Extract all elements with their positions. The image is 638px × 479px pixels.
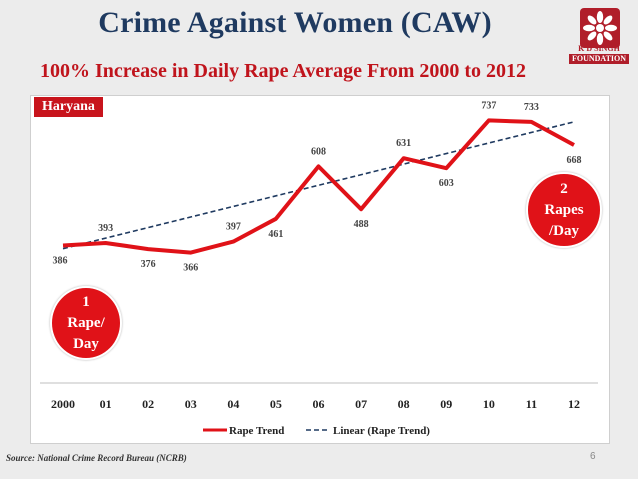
rape-trend-series-line (62, 118, 575, 255)
legend-label-rape-trend: Rape Trend (229, 425, 284, 437)
logo-line2: FOUNDATION (568, 54, 630, 64)
source-note: Source: National Crime Record Bureau (NC… (6, 453, 187, 463)
data-label: 631 (396, 138, 411, 149)
bubble-two-rapes-per-day: 2 Rapes /Day (526, 172, 602, 248)
x-tick-label: 02 (142, 397, 154, 411)
data-label: 397 (226, 222, 241, 233)
data-label: 733 (524, 102, 539, 113)
x-tick-label: 10 (483, 397, 495, 411)
slide-title: Crime Against Women (CAW) (98, 6, 492, 39)
x-tick-label: 2000 (51, 397, 75, 411)
data-label: 376 (141, 259, 156, 270)
slide-subtitle: 100% Increase in Daily Rape Average From… (40, 60, 527, 82)
x-tick-label: 08 (398, 397, 410, 411)
data-label: 386 (53, 255, 68, 266)
data-label: 488 (354, 219, 369, 230)
data-label: 737 (481, 100, 496, 111)
x-tick-label: 06 (313, 397, 325, 411)
logo-line1: K D SINGH (578, 44, 620, 53)
x-tick-label: 05 (270, 397, 282, 411)
legend: Rape Trend Linear (Rape Trend) (203, 425, 430, 437)
data-label: 393 (98, 223, 113, 234)
x-tick-label: 07 (355, 397, 367, 411)
chart-area (30, 95, 610, 444)
x-tick-label: 11 (526, 397, 537, 411)
bubble-one-rape-per-day: 1 Rape/ Day (50, 286, 122, 360)
legend-label-linear: Linear (Rape Trend) (333, 425, 430, 437)
data-label: 668 (567, 155, 582, 166)
x-tick-label: 12 (568, 397, 580, 411)
x-tick-label: 01 (100, 397, 112, 411)
kd-singh-logo-icon (580, 8, 620, 48)
data-label: 461 (268, 229, 283, 240)
x-tick-label: 04 (227, 397, 239, 411)
data-label: 608 (311, 146, 326, 157)
region-tag: Haryana (34, 97, 103, 117)
data-label: 366 (183, 263, 198, 274)
x-tick-label: 03 (185, 397, 197, 411)
trendline-series (62, 121, 575, 250)
x-tick-label: 09 (440, 397, 452, 411)
page-number: 6 (590, 451, 596, 462)
data-label: 603 (439, 178, 454, 189)
logo-text: K D SINGH FOUNDATION (560, 44, 638, 64)
